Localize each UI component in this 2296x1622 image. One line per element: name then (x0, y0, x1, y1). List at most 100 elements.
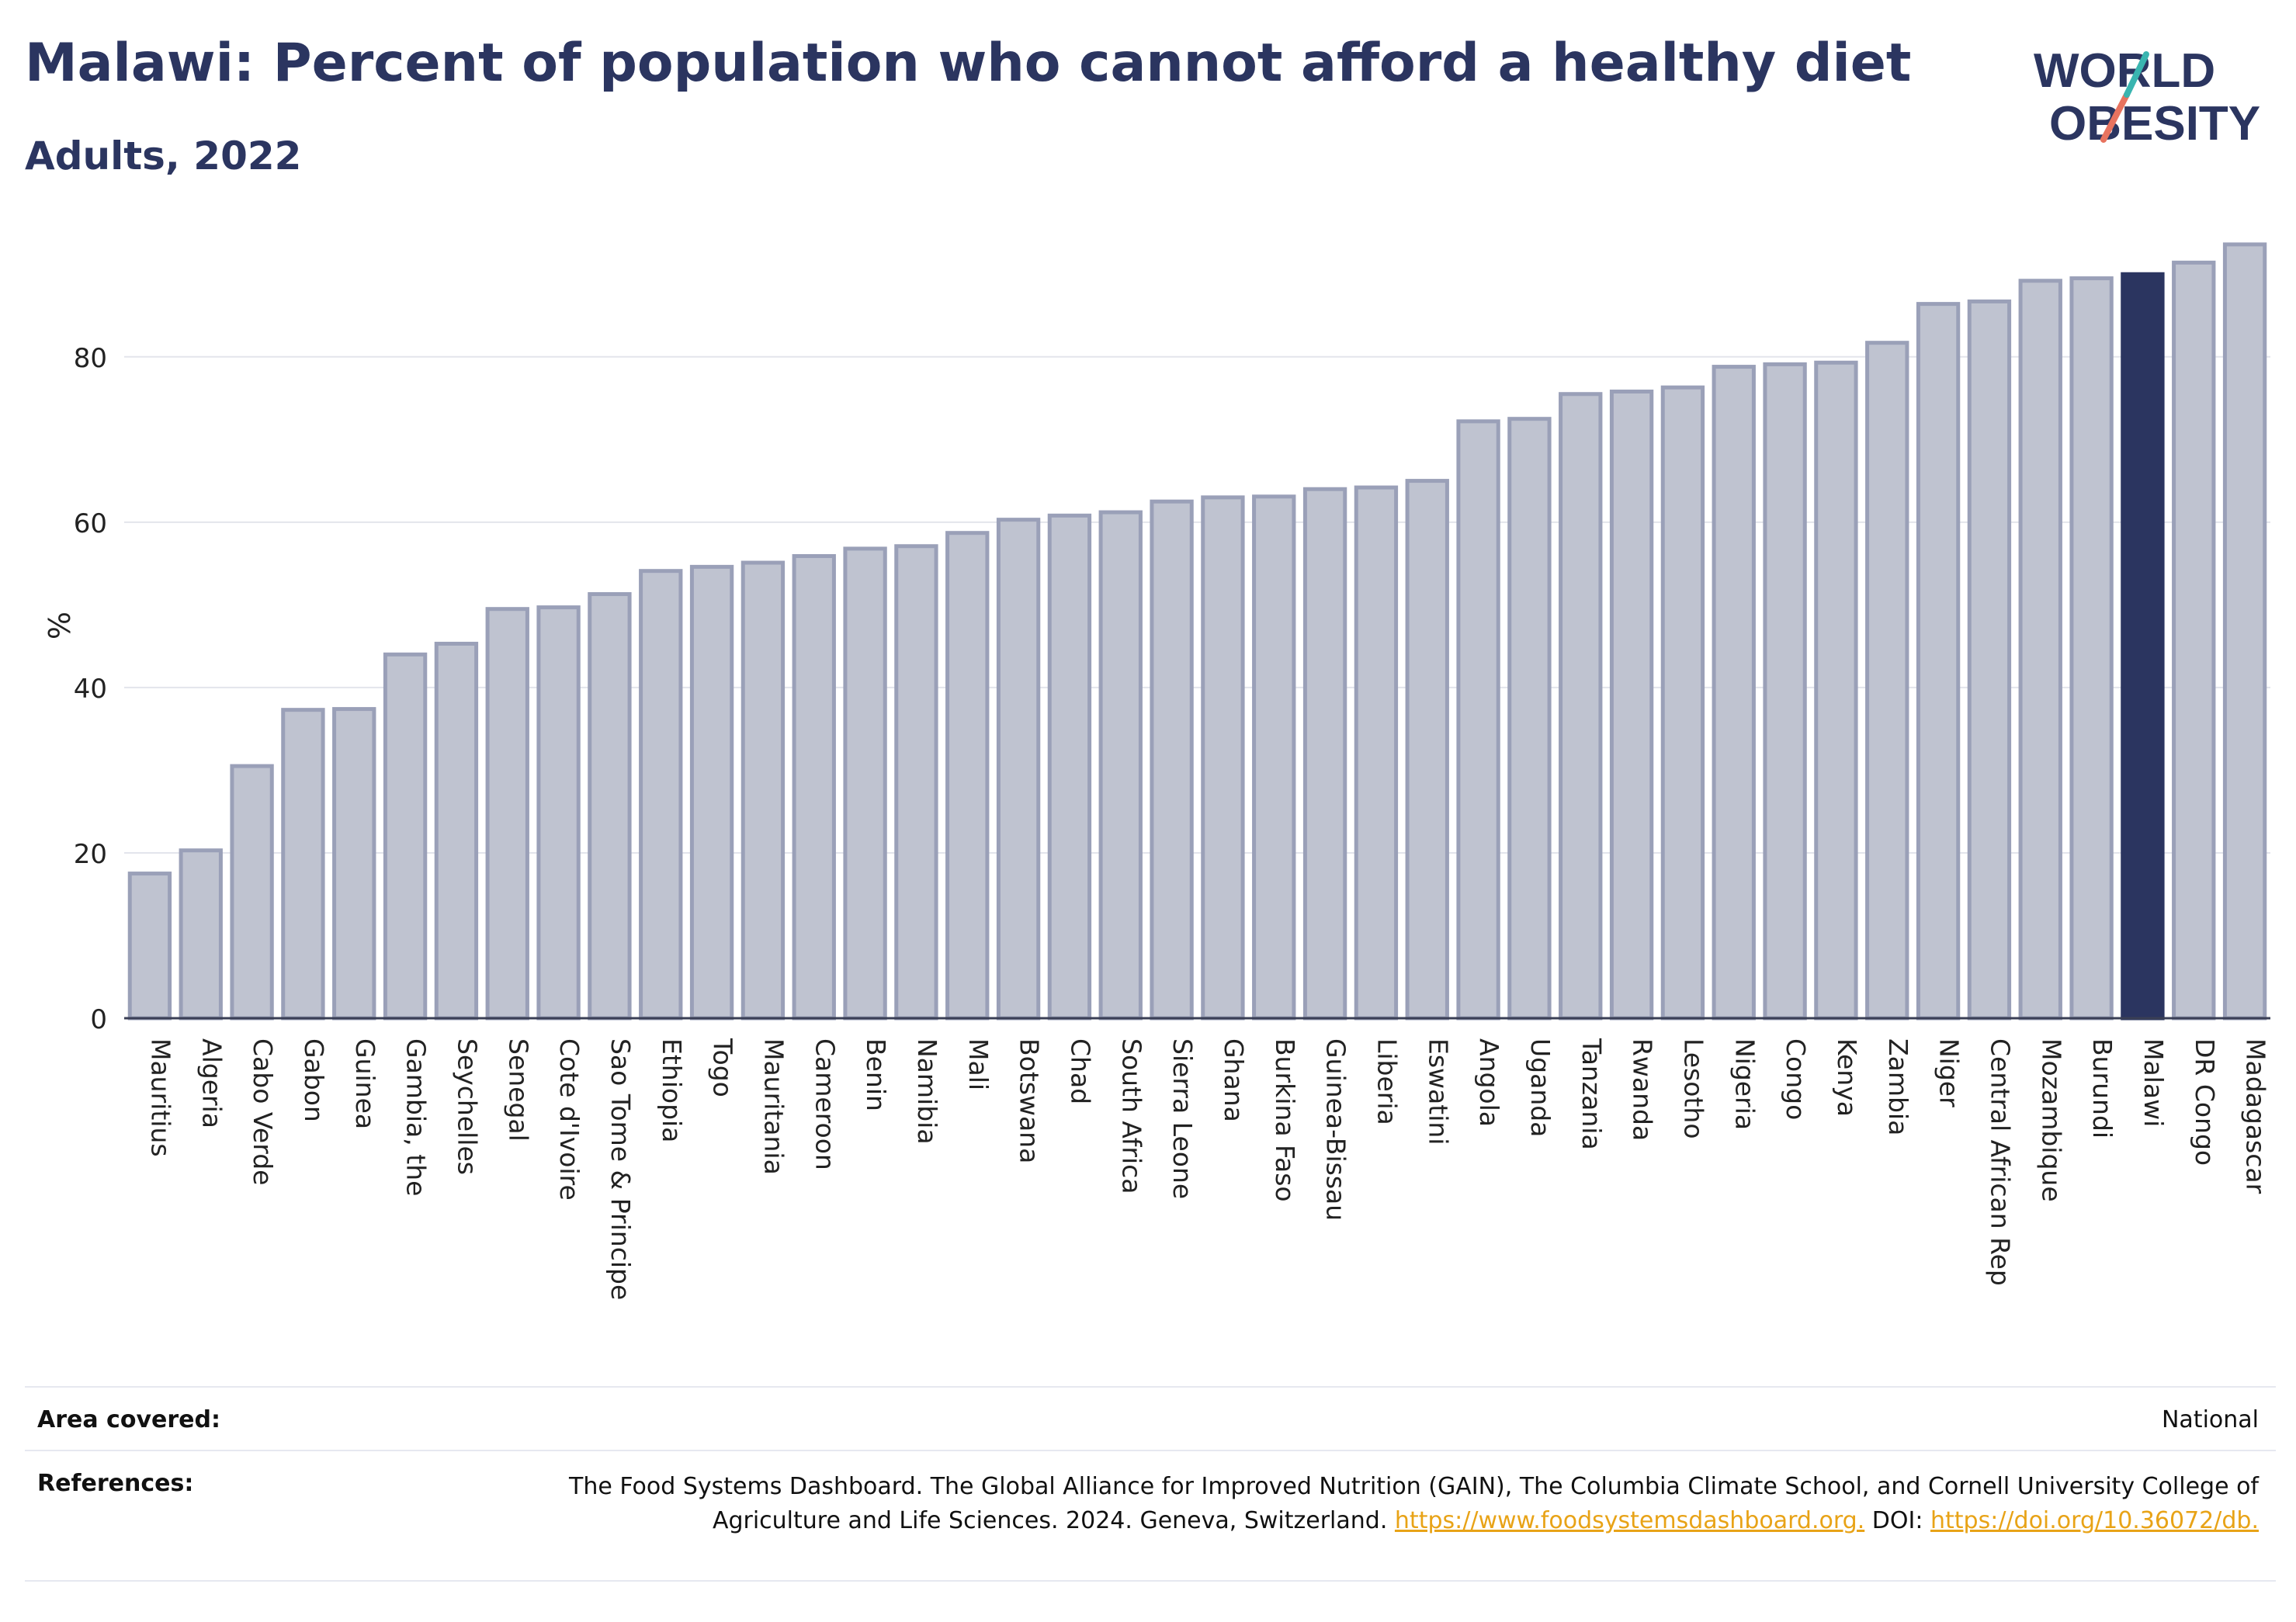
bar-madagascar (2222, 242, 2267, 1021)
bar-sierra-leone (1150, 499, 1194, 1021)
x-tick-label: Zambia (1883, 1038, 1913, 1135)
references-link-doi[interactable]: https://doi.org/10.36072/db. (1930, 1507, 2259, 1534)
x-tick-label: Ethiopia (657, 1038, 687, 1142)
bar-sao-tome-principe (588, 592, 632, 1021)
bar-zambia (1865, 341, 1909, 1021)
x-tick-label: Cameroon (810, 1038, 840, 1170)
x-tick-label: South Africa (1116, 1038, 1146, 1194)
bar-lesotho (1660, 385, 1705, 1021)
x-tick-label: Sierra Leone (1167, 1038, 1198, 1199)
x-tick-label: Nigeria (1729, 1038, 1760, 1130)
bar-kenya (1814, 360, 1858, 1021)
footer-divider-top (25, 1386, 2276, 1388)
bar-algeria (179, 848, 223, 1021)
bar-angola (1456, 419, 1500, 1021)
x-tick-label: Guinea-Bissau (1321, 1038, 1351, 1221)
x-tick-label: Sao Tome & Principe (605, 1038, 636, 1300)
bar-benin (843, 546, 887, 1021)
bar-mozambique (2018, 279, 2062, 1021)
x-tick-label: Eswatini (1423, 1038, 1453, 1145)
bar-senegal (485, 607, 529, 1021)
x-tick-label: Mauritius (145, 1038, 175, 1157)
x-tick-label: Ghana (1219, 1038, 1249, 1122)
y-axis-label: % (41, 612, 75, 639)
logo-line1: WORLD (2034, 44, 2215, 98)
bar-niger (1916, 302, 1961, 1021)
bars (127, 242, 2267, 1021)
x-tick-label: Chad (1065, 1038, 1095, 1104)
x-tick-label: Mali (963, 1038, 994, 1090)
x-tick-label: Niger (1934, 1038, 1965, 1107)
y-tick-label: 40 (74, 674, 107, 705)
bar-cabo-verde (230, 764, 274, 1021)
x-tick-label: Benin (861, 1038, 891, 1111)
x-tick-label: Togo (708, 1038, 738, 1097)
x-tick-label: Cote d'Ivoire (554, 1038, 584, 1201)
world-obesity-logo: WORLD OBESITY (2034, 44, 2260, 151)
x-tick-label: Burkina Faso (1270, 1038, 1300, 1202)
bar-gambia-the (383, 652, 428, 1021)
bar-cote-d-ivoire (536, 605, 581, 1021)
bar-botswana (996, 518, 1041, 1021)
x-tick-label: Namibia (912, 1038, 942, 1145)
bar-guinea (332, 707, 376, 1021)
bar-seychelles (434, 641, 479, 1021)
x-tick-label: Seychelles (452, 1038, 482, 1175)
x-tick-label: Guinea (350, 1038, 380, 1129)
bar-nigeria (1712, 365, 1756, 1021)
chart-title: Malawi: Percent of population who cannot… (25, 33, 1912, 94)
x-tick-label: Burundi (2087, 1038, 2117, 1139)
logo-line2: OBESITY (2049, 97, 2260, 151)
x-tick-label: Liberia (1372, 1038, 1402, 1125)
references-doi-label: DOI: (1871, 1507, 1923, 1534)
bar-chart: 0 20 40 60 80 Mauritius Algeria Cabo Verde Gabo… (41, 242, 2271, 1300)
area-covered-value: National (2161, 1406, 2259, 1433)
bar-chad (1047, 513, 1092, 1021)
y-tick-label: 0 (90, 1004, 107, 1035)
bar-ethiopia (639, 569, 683, 1021)
bar-eswatini (1405, 479, 1449, 1021)
x-tick-label: Central African Rep (1985, 1038, 2015, 1286)
bar-burundi (2069, 276, 2114, 1021)
bar-liberia (1354, 485, 1399, 1021)
x-axis-ticks: Mauritius Algeria Cabo Verde Gabon Guinea Gam… (145, 1038, 2270, 1300)
footer-divider-mid (25, 1450, 2276, 1451)
bar-ghana (1201, 495, 1245, 1021)
x-tick-label: Mauritania (758, 1038, 789, 1175)
logo-slash-red (2100, 92, 2130, 143)
bar-congo (1763, 362, 1807, 1021)
x-tick-label: Rwanda (1628, 1038, 1658, 1141)
bar-rwanda (1609, 390, 1654, 1021)
bar-uganda (1507, 417, 1552, 1021)
y-tick-label: 20 (74, 839, 107, 870)
references-label: References: (37, 1470, 194, 1497)
references-link-dashboard[interactable]: https://www.foodsystemsdashboard.org. (1394, 1507, 1865, 1534)
bar-dr-congo (2172, 260, 2216, 1021)
y-tick-label: 80 (74, 343, 107, 374)
y-axis-ticks: 0 20 40 60 80 (74, 343, 107, 1035)
bar-south-africa (1098, 510, 1143, 1021)
x-tick-label: Lesotho (1678, 1038, 1708, 1139)
x-tick-label: Angola (1474, 1038, 1504, 1127)
x-tick-label: Botswana (1014, 1038, 1045, 1163)
bar-gabon (281, 708, 325, 1021)
bar-guinea-bissau (1302, 487, 1347, 1021)
y-tick-label: 60 (74, 508, 107, 539)
area-covered-label: Area covered: (37, 1406, 220, 1433)
bar-mauritania (740, 560, 786, 1021)
gridlines (124, 355, 2270, 854)
bar-tanzania (1559, 392, 1603, 1021)
chart-subtitle: Adults, 2022 (25, 133, 302, 178)
x-tick-label: DR Congo (2190, 1038, 2220, 1166)
bar-togo (689, 564, 734, 1021)
x-tick-label: Gambia, the (401, 1038, 432, 1196)
bar-cameroon (792, 554, 836, 1021)
x-tick-label: Mozambique (2036, 1038, 2066, 1202)
x-tick-label: Tanzania (1576, 1038, 1607, 1150)
logo-slash-teal (2124, 51, 2149, 98)
bar-burkina-faso (1252, 494, 1296, 1021)
bar-mauritius (127, 872, 172, 1021)
x-tick-label: Malawi (2138, 1038, 2169, 1127)
bar-mali (945, 531, 990, 1021)
x-tick-label: Cabo Verde (248, 1038, 278, 1185)
